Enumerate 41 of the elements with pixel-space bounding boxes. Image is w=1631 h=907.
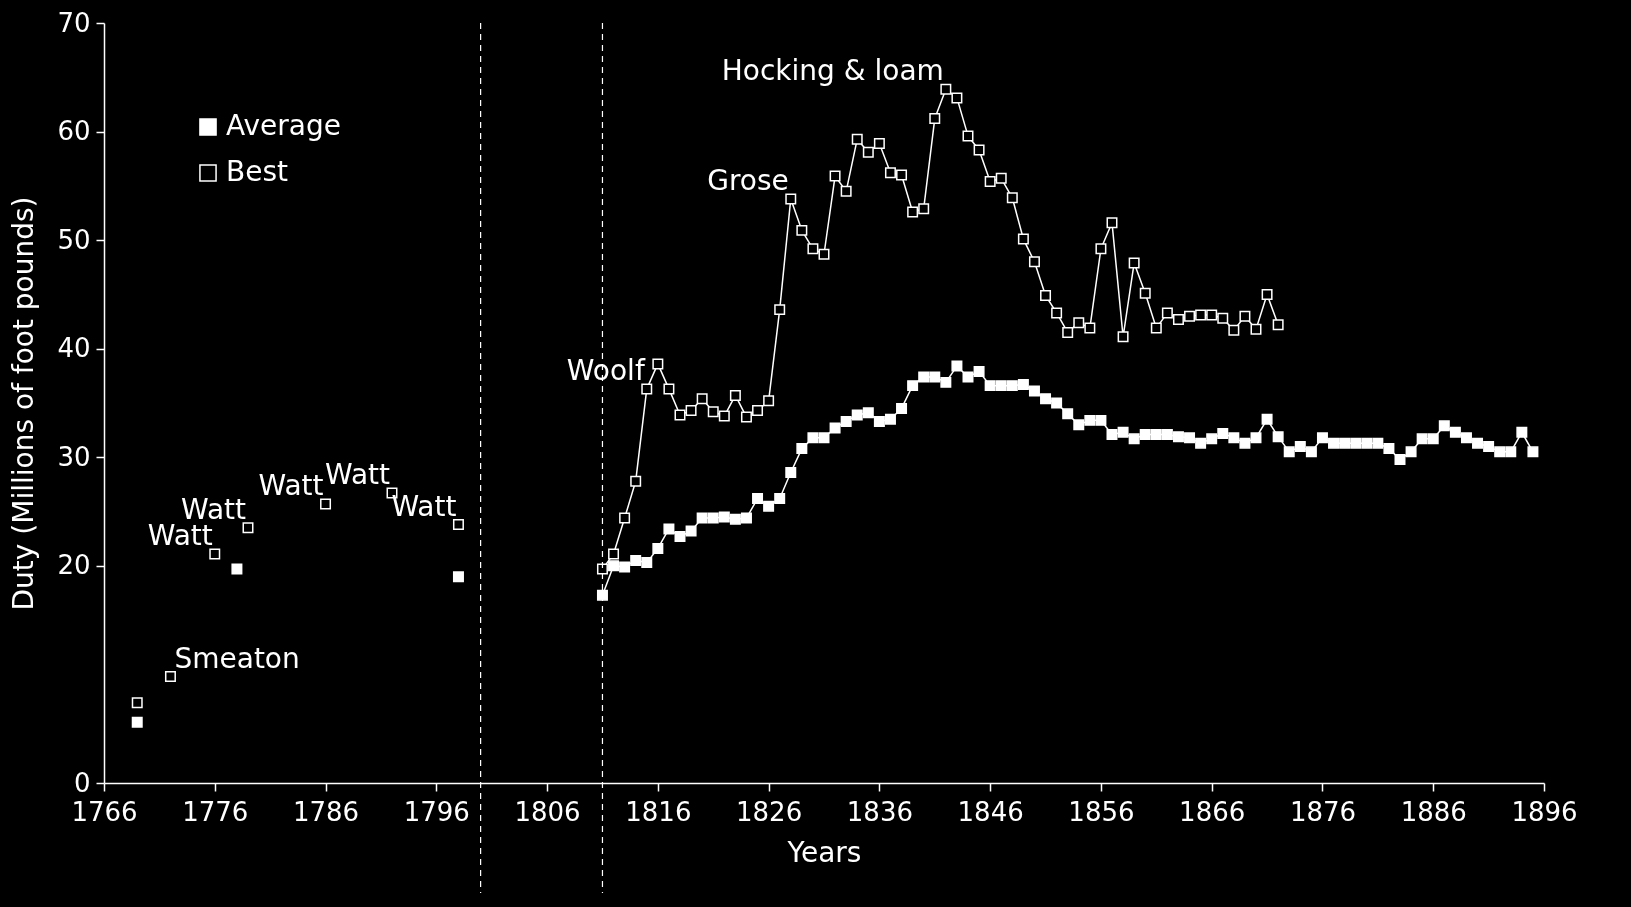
x-tick-label: 1836: [846, 796, 913, 827]
point: [452, 519, 464, 531]
y-tick-label: 0: [73, 767, 91, 798]
point: [131, 716, 143, 728]
x-tick-label: 1846: [957, 796, 1024, 827]
annotation: Woolf: [566, 353, 646, 387]
annotation: Watt: [258, 468, 324, 502]
point: [231, 563, 243, 575]
point: [164, 671, 176, 683]
y-tick-label: 30: [57, 441, 91, 472]
y-axis-title: Duty (Millions of foot pounds): [7, 196, 41, 611]
y-tick-label: 40: [57, 333, 91, 364]
y-tick-label: 50: [57, 224, 91, 255]
y-tick-label: 20: [57, 550, 91, 581]
point: [242, 522, 254, 534]
x-tick-label: 1806: [514, 796, 581, 827]
point: [209, 548, 221, 560]
legend-label: Average: [226, 109, 341, 142]
annotation: Grose: [707, 163, 789, 197]
x-tick-label: 1826: [736, 796, 803, 827]
y-tick-label: 70: [57, 7, 91, 38]
x-tick-label: 1856: [1068, 796, 1135, 827]
x-tick-label: 1776: [182, 796, 249, 827]
point: [320, 498, 332, 510]
annotation: Hocking & loam: [721, 54, 944, 88]
point: [452, 571, 464, 583]
annotation: Watt: [324, 458, 391, 492]
y-tick-label: 60: [57, 116, 91, 147]
x-tick-label: 1896: [1511, 796, 1578, 827]
annotation: Smeaton: [174, 641, 300, 675]
annotation: Watt: [391, 489, 457, 523]
point: [131, 697, 143, 709]
x-tick-label: 1876: [1289, 796, 1357, 827]
x-tick-label: 1796: [403, 796, 470, 827]
x-tick-label: 1816: [625, 796, 692, 827]
x-axis-title: Years: [786, 835, 862, 869]
x-tick-label: 1766: [71, 796, 138, 827]
x-tick-label: 1866: [1179, 796, 1246, 827]
legend-label: Best: [226, 155, 289, 188]
x-tick-label: 1886: [1400, 796, 1467, 827]
x-tick-label: 1786: [292, 796, 360, 827]
